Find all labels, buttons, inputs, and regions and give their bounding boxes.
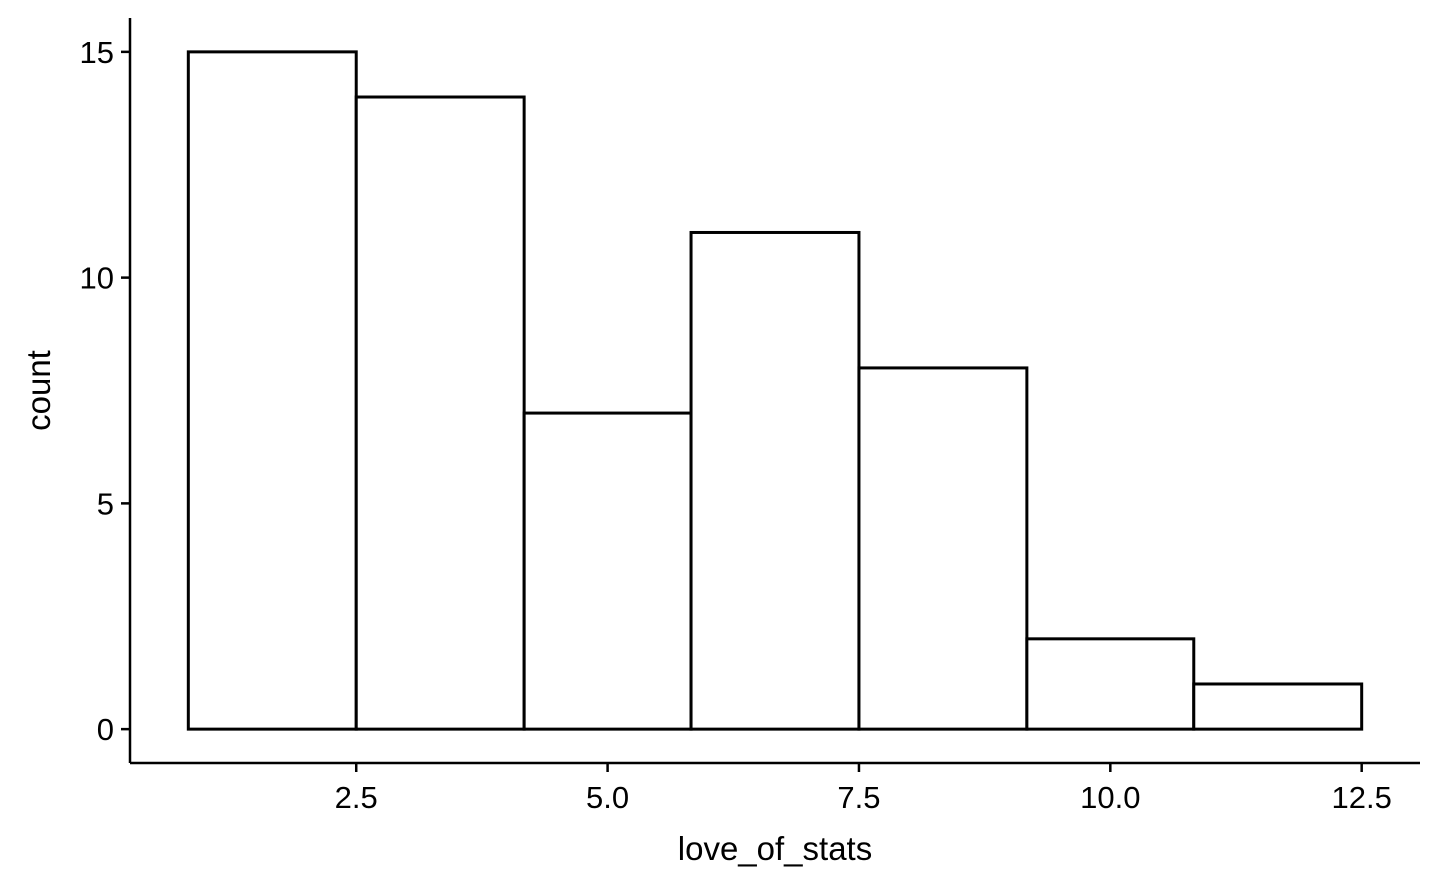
- histogram-bar-1: [186, 50, 358, 731]
- histogram-bar-3: [522, 411, 693, 731]
- histogram-bar-6: [1025, 637, 1196, 731]
- y-axis: 0 5 10 15: [80, 18, 132, 763]
- bars-group: [186, 50, 1364, 731]
- x-tick-label: 2.5: [335, 780, 378, 815]
- x-axis-title: love_of_stats: [678, 830, 872, 867]
- histogram-bar-4: [689, 230, 861, 731]
- histogram-bar-2: [354, 95, 526, 731]
- y-tick-label: 10: [80, 261, 114, 296]
- x-tick-label: 5.0: [586, 780, 629, 815]
- y-tick-label: 15: [80, 35, 114, 70]
- y-tick-label: 5: [97, 486, 114, 521]
- x-tick-label: 12.5: [1332, 780, 1392, 815]
- histogram-bar-5: [857, 366, 1029, 731]
- x-axis: 2.5 5.0 7.5 10.0 12.5: [130, 761, 1420, 815]
- y-axis-title: count: [20, 350, 57, 431]
- histogram-bar-7: [1192, 682, 1364, 731]
- y-tick-label: 0: [97, 712, 114, 747]
- x-tick-label: 7.5: [837, 780, 880, 815]
- x-tick-label: 10.0: [1080, 780, 1140, 815]
